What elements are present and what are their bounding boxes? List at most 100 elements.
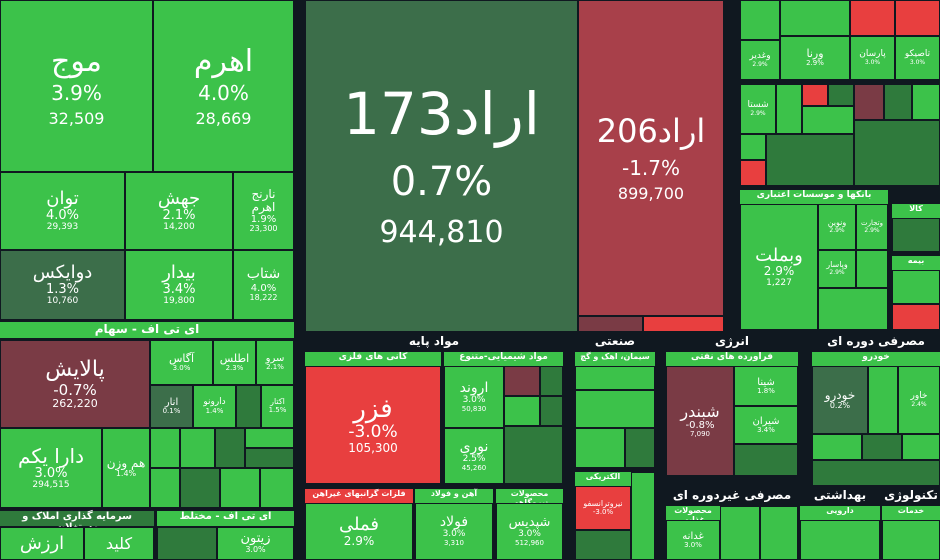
tile-shasta[interactable]: شستا 2.9% (740, 84, 776, 134)
tile-darabekam[interactable]: دارا یکم 3.0% 294,515 (0, 428, 102, 508)
tile-mini-25[interactable] (760, 506, 798, 560)
tile-vebmelat[interactable]: وبملت 2.9% 1,227 (740, 204, 818, 330)
tile-arad206[interactable]: اراد206 -1.7% 899,700 (578, 0, 724, 316)
tile-mini-34[interactable] (828, 84, 854, 106)
tile-khavar[interactable]: خاور 2.4% (898, 366, 940, 434)
tile-mini-14[interactable] (504, 396, 540, 426)
tile-mini-20[interactable] (625, 428, 655, 468)
tile-moj[interactable]: موج 3.9% 32,509 (0, 0, 153, 172)
tile-dvix[interactable]: دوایکس 1.3% 10,760 (0, 250, 125, 320)
tile-tapiko[interactable]: تاصیکو 3.0% (895, 36, 940, 80)
tile-atlas[interactable]: اطلس 2.3% (213, 340, 256, 385)
tile-agas[interactable]: آگاس 3.0% (150, 340, 213, 385)
tile-mini-30[interactable] (850, 0, 895, 36)
tile-mini-15[interactable] (540, 396, 563, 426)
tile-vpasar[interactable]: وپاسار 2.9% (818, 250, 856, 288)
tile-mini-3[interactable] (180, 428, 215, 468)
tile-mini-22[interactable] (631, 472, 655, 560)
tile-mini-7[interactable] (150, 468, 180, 508)
tile-name: تاصیکو (904, 48, 931, 59)
tile-mini-21[interactable] (575, 530, 631, 560)
tile-foolad[interactable]: فولاد 3.0% 3,310 (415, 503, 493, 560)
tile-vtejarat[interactable]: وتجارت 2.9% (856, 204, 888, 250)
tile-mini-1[interactable] (236, 385, 261, 428)
tile-mini-50[interactable] (862, 434, 902, 460)
tile-mini-44[interactable] (818, 288, 888, 330)
tile-mini-29[interactable] (780, 0, 850, 36)
tile-tavan[interactable]: توان 4.0% 29,393 (0, 172, 125, 250)
tile-anar[interactable]: انار 0.1% (150, 385, 193, 428)
tile-mini-10[interactable] (260, 468, 294, 508)
tile-shiran[interactable]: شیران 3.4% (734, 406, 798, 444)
tile-mini-32[interactable] (776, 84, 802, 134)
tile-mini-23[interactable] (734, 444, 798, 476)
tile-parsan[interactable]: پارسان 3.0% (850, 36, 895, 80)
tile-mini-45[interactable] (892, 218, 940, 252)
tile-mini-51[interactable] (902, 434, 940, 460)
tile-mini-17[interactable] (575, 366, 655, 390)
tile-mini-16[interactable] (504, 426, 563, 484)
tile-mini-4[interactable] (215, 428, 245, 468)
tile-mini-12[interactable] (504, 366, 540, 396)
tile-mini-33[interactable] (802, 84, 828, 106)
tile-mini-38[interactable] (912, 84, 940, 120)
tile-mini-24[interactable] (720, 506, 760, 560)
tile-mini-13[interactable] (540, 366, 563, 396)
tile-shebandar[interactable]: شبندر -0.8% 7,090 (666, 366, 734, 476)
tile-ekatar[interactable]: اکتار 1.5% (261, 385, 294, 428)
tile-nirogah[interactable]: نیروترانسفو -3.0% (575, 486, 631, 530)
tile-mini-8[interactable] (180, 468, 220, 508)
tile-arzesh[interactable]: ارزش (0, 527, 84, 560)
tile-vol: 23,300 (249, 224, 278, 234)
tile-palayesh[interactable]: پالایش -0.7% 262,220 (0, 340, 150, 428)
tile-arad173[interactable]: اراد173 0.7% 944,810 (305, 0, 578, 332)
tile-small-dark[interactable] (578, 316, 643, 332)
tile-varna[interactable]: ورنا 2.9% (780, 36, 850, 80)
tile-mini-28[interactable] (740, 0, 780, 40)
tile-ahrom[interactable]: اهرم 4.0% 28,669 (153, 0, 294, 172)
tile-ghadana[interactable]: غدانه 3.0% (666, 520, 720, 560)
tile-daryu[interactable]: دارونو 1.4% (193, 385, 236, 428)
tile-mini-27[interactable] (882, 520, 940, 560)
tile-kalid[interactable]: کلید (84, 527, 154, 560)
tile-mini-35[interactable] (802, 106, 854, 134)
tile-mini-9[interactable] (220, 468, 260, 508)
tile-hamvazn[interactable]: هم وزن 1.4% (102, 428, 150, 508)
tile-mini-18[interactable] (575, 390, 655, 428)
tile-zitun[interactable]: زیتون 3.0% (217, 527, 294, 560)
tile-sarv[interactable]: سرو 2.1% (256, 340, 294, 385)
tile-mini-52[interactable] (812, 460, 940, 486)
tile-mini-6[interactable] (245, 448, 294, 468)
tile-mini-26[interactable] (800, 520, 880, 560)
tile-bidar[interactable]: بیدار 3.4% 19,800 (125, 250, 233, 320)
tile-vaghadir[interactable]: وغدیر 2.9% (740, 40, 780, 80)
tile-mini-36[interactable] (854, 84, 884, 120)
tile-nori[interactable]: نوری 2.5% 45,260 (444, 428, 504, 484)
tile-mini-39[interactable] (854, 120, 940, 186)
tile-mini-19[interactable] (575, 428, 625, 468)
tile-mini-46[interactable] (892, 270, 940, 304)
tile-shetab[interactable]: شتاب 4.0% 18,222 (233, 250, 294, 320)
tile-mini-47[interactable] (892, 304, 940, 330)
tile-mini-49[interactable] (812, 434, 862, 460)
tile-shina[interactable]: شینا 1.8% (734, 366, 798, 406)
tile-mini-31[interactable] (895, 0, 940, 36)
tile-arvand[interactable]: اروند 3.0% 50,830 (444, 366, 504, 428)
tile-mini-37[interactable] (884, 84, 912, 120)
tile-mini-2[interactable] (150, 428, 180, 468)
tile-shepdis[interactable]: شپدیس 3.0% 512,960 (496, 503, 563, 560)
tile-mini-5[interactable] (245, 428, 294, 448)
tile-mini-48[interactable] (868, 366, 898, 434)
tile-fameli[interactable]: فملی 2.9% (305, 503, 413, 560)
tile-mini-41[interactable] (740, 160, 766, 186)
tile-narenj[interactable]: نارنج اهرم 1.9% 23,300 (233, 172, 294, 250)
tile-vonovin[interactable]: ونوین 2.9% (818, 204, 856, 250)
tile-mini-43[interactable] (856, 250, 888, 288)
tile-khodro[interactable]: خودرو 0.2% (812, 366, 868, 434)
tile-small-red[interactable] (643, 316, 724, 332)
tile-fezar[interactable]: فزر -3.0% 105,300 (305, 366, 441, 484)
tile-mini-40[interactable] (740, 134, 766, 160)
tile-mini-11[interactable] (157, 527, 217, 560)
tile-jahesh[interactable]: جهش 2.1% 14,200 (125, 172, 233, 250)
tile-mini-42[interactable] (766, 134, 854, 186)
